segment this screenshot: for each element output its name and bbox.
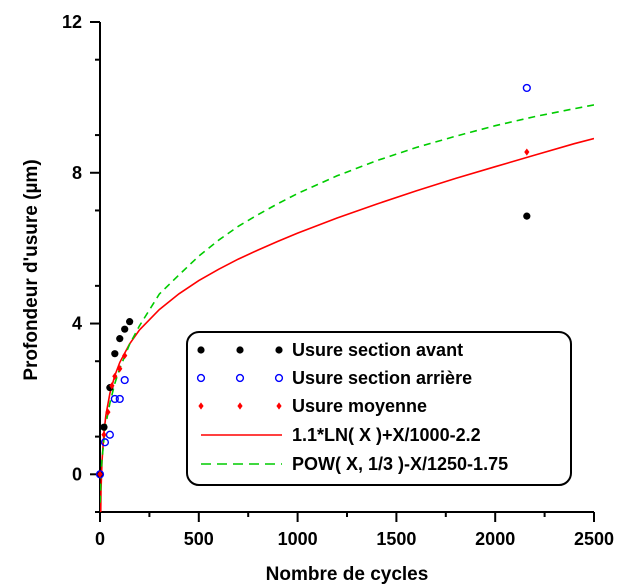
x-axis-title: Nombre de cycles <box>266 564 429 585</box>
x-tick-label: 1500 <box>376 529 416 549</box>
x-tick-label: 2000 <box>475 529 515 549</box>
legend-marker <box>237 402 243 410</box>
legend-marker <box>235 373 245 383</box>
avant-point <box>121 325 129 333</box>
legend-marker <box>198 402 204 410</box>
legend-label-arriere: Usure section arrière <box>292 368 472 388</box>
arriere-point <box>110 394 119 404</box>
avant-point <box>100 423 108 431</box>
legend-samples <box>196 346 284 465</box>
x-tick-label: 2500 <box>574 529 614 549</box>
legend-box <box>186 331 572 486</box>
y-tick-label: 0 <box>72 464 82 484</box>
moyenne-point <box>105 408 111 416</box>
legend-label-ln-fit: 1.1*LN( X )+X/1000-2.2 <box>292 425 481 445</box>
legend-marker <box>275 346 283 354</box>
y-tick-label: 8 <box>72 163 82 183</box>
legend-marker <box>196 373 206 383</box>
arriere-point <box>120 375 129 385</box>
legend-marker <box>276 402 282 410</box>
arriere-point <box>522 83 531 93</box>
avant-point <box>126 318 134 326</box>
x-tick-label: 0 <box>95 529 105 549</box>
data-points <box>95 83 531 479</box>
moyenne-point <box>112 372 118 380</box>
legend-label-moyenne: Usure moyenne <box>292 396 427 416</box>
avant-point <box>111 350 119 358</box>
arriere-point <box>105 430 114 439</box>
arriere-point <box>115 394 124 404</box>
axes: 0 500 1000 1500 2000 2500 0 4 8 12 <box>62 12 614 549</box>
arriere-point <box>100 438 110 447</box>
y-axis-title: Profondeur d'usure (µm) <box>21 159 42 380</box>
pow-fit-curve <box>100 104 594 503</box>
legend: Usure section avant Usure section arrièr… <box>186 331 572 486</box>
avant-point <box>116 335 124 343</box>
moyenne-point <box>524 148 530 156</box>
moyenne-point <box>117 365 123 373</box>
moyenne-point <box>122 351 128 360</box>
moyenne-point <box>97 470 103 478</box>
legend-marker <box>236 346 244 354</box>
x-tick-label: 1000 <box>278 529 318 549</box>
moyenne-point <box>109 382 115 390</box>
moyenne-point <box>101 431 107 439</box>
legend-marker <box>274 373 284 383</box>
x-tick-label: 500 <box>184 529 214 549</box>
legend-marker <box>197 346 205 354</box>
y-tick-label: 12 <box>62 12 82 32</box>
avant-point <box>523 212 531 220</box>
legend-label-avant: Usure section avant <box>292 340 463 360</box>
y-tick-label: 4 <box>72 314 82 334</box>
legend-label-pow-fit: POW( X, 1/3 )-X/1250-1.75 <box>292 454 508 474</box>
